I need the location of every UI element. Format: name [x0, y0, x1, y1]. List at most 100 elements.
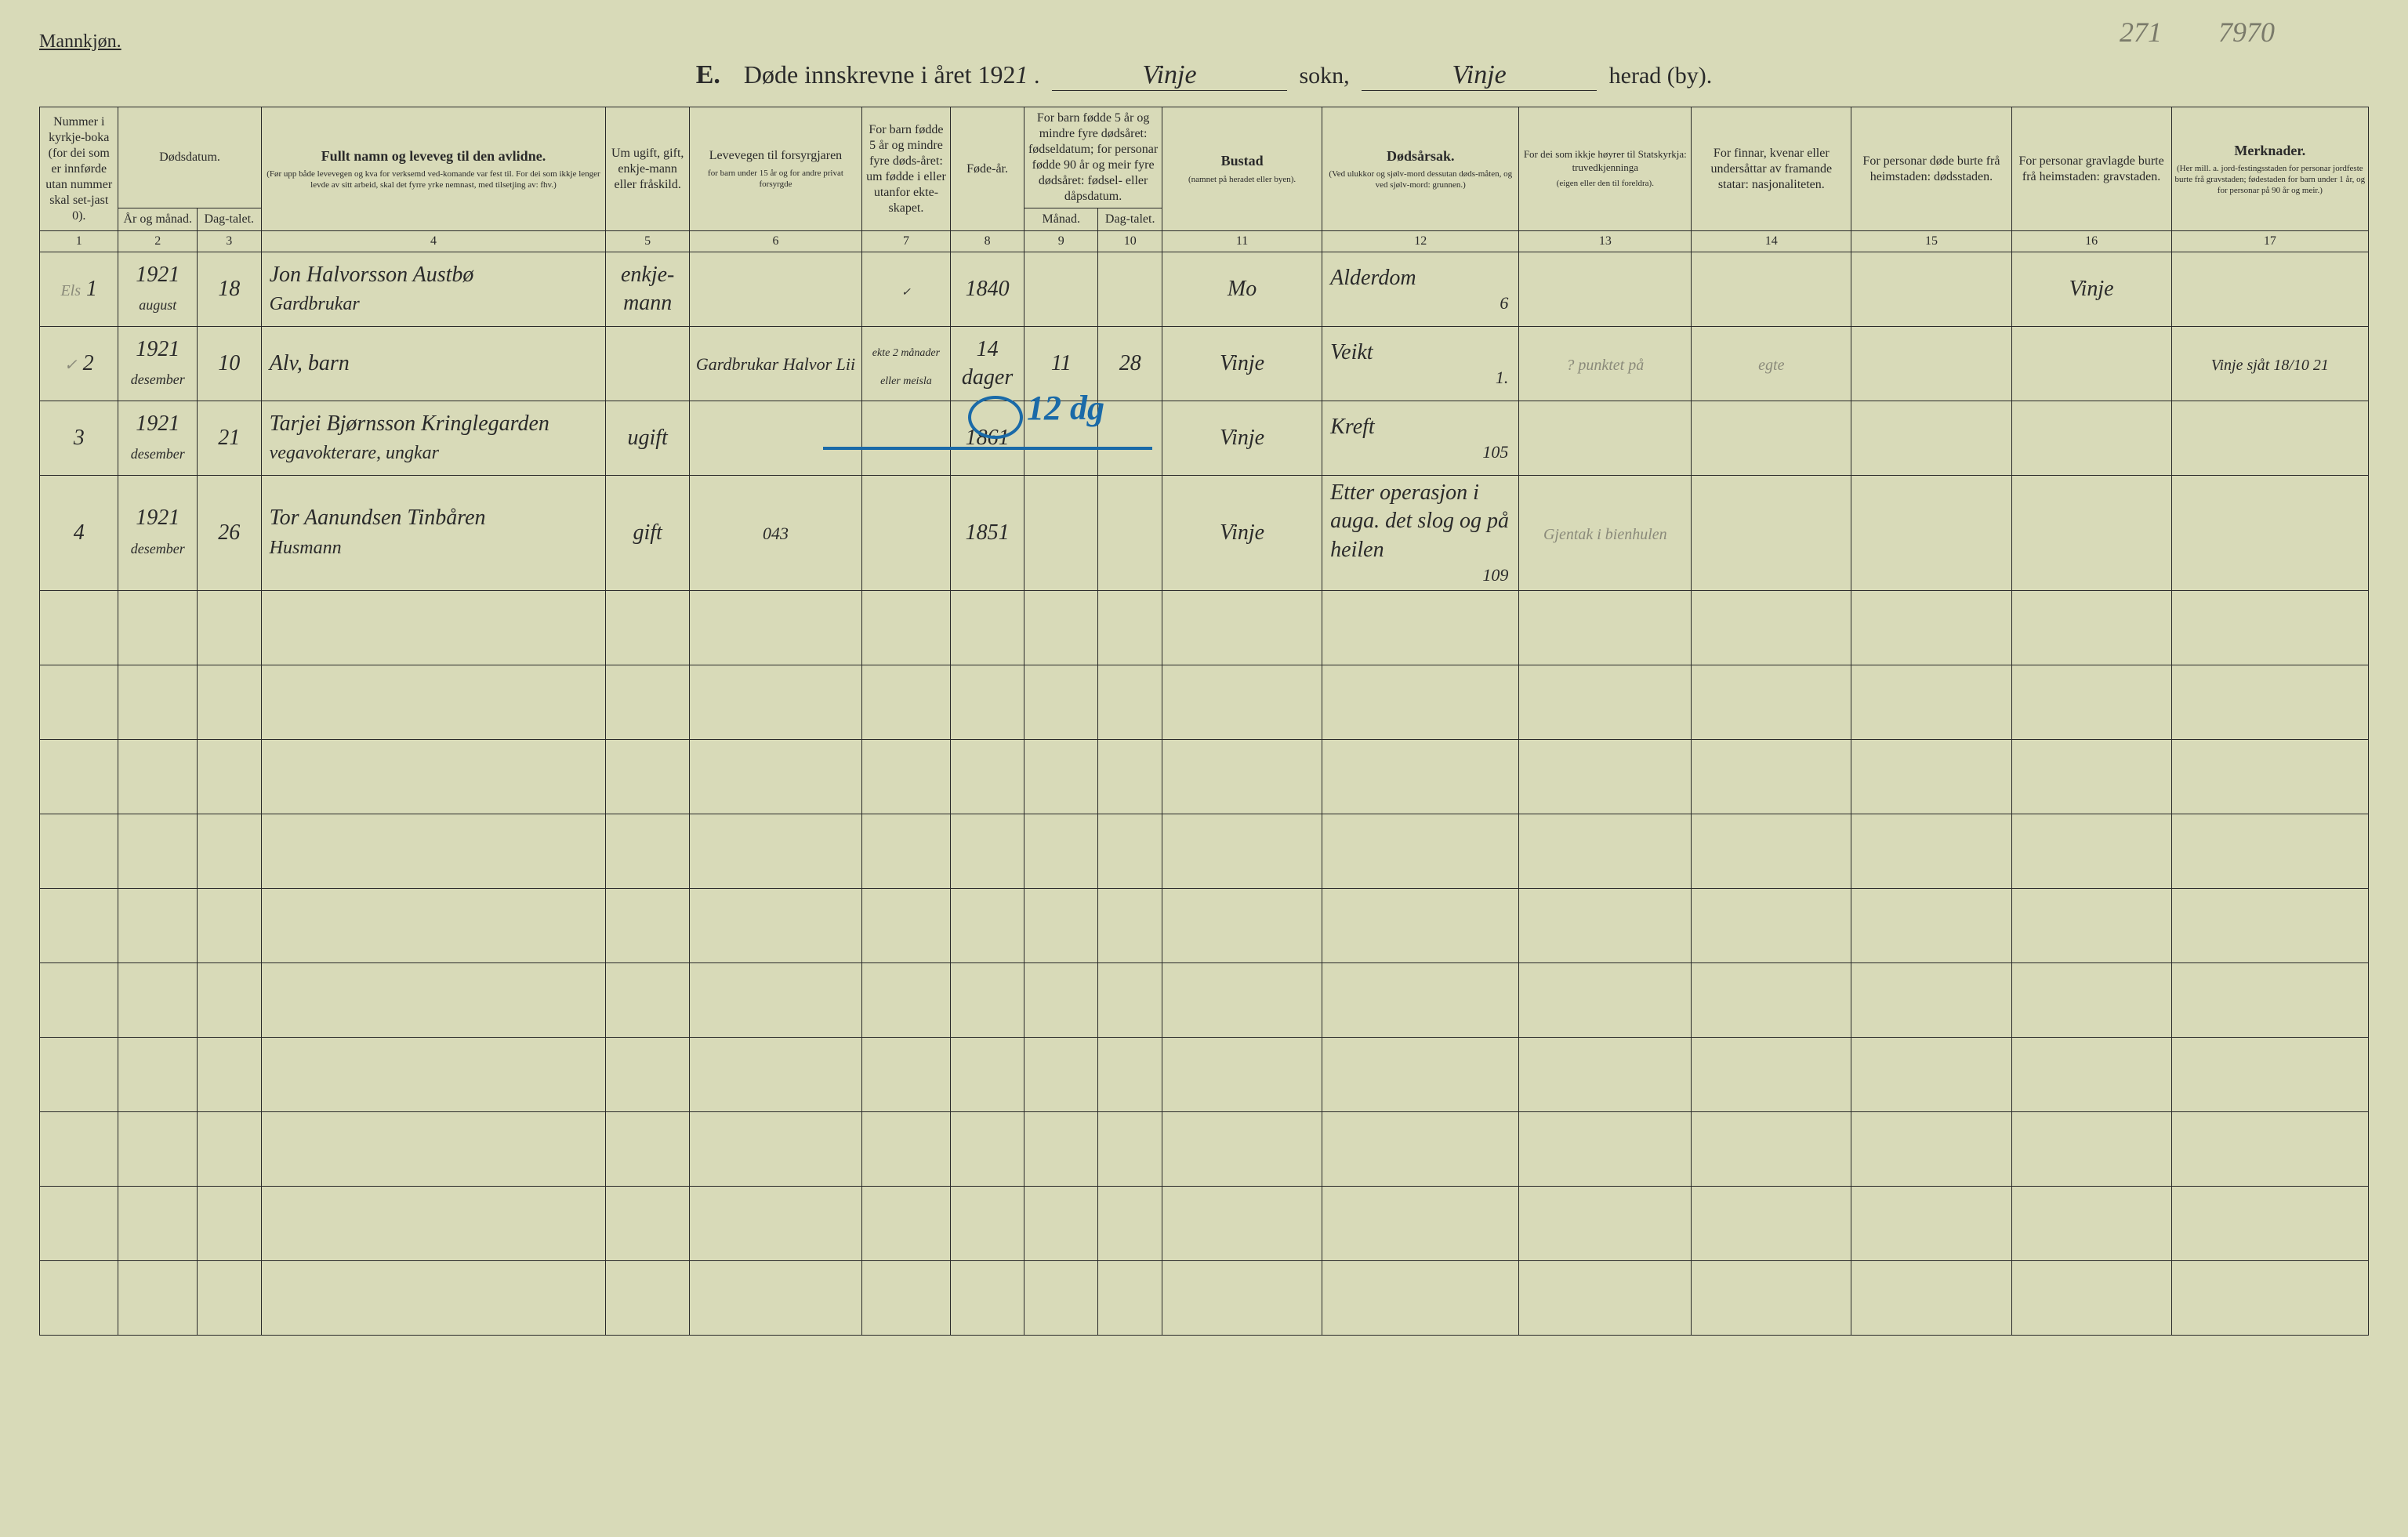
empty-cell [40, 962, 118, 1037]
colnum: 7 [861, 231, 950, 252]
empty-cell [1098, 962, 1162, 1037]
herad-label: herad (by). [1609, 63, 1713, 89]
empty-cell [40, 665, 118, 739]
empty-cell [1162, 888, 1322, 962]
col-11-title: Bustad [1165, 152, 1319, 170]
col-11-sub: (namnet på heradet eller byen). [1165, 175, 1319, 186]
empty-cell [2171, 665, 2368, 739]
empty-cell [1322, 1186, 1519, 1260]
empty-cell [1322, 888, 1519, 962]
cell [1024, 252, 1098, 327]
colnum: 2 [118, 231, 197, 252]
ledger-page: 271 7970 Mannkjøn. E. Døde innskrevne i … [39, 31, 2369, 1506]
empty-cell [606, 962, 690, 1037]
empty-cell [2011, 590, 2171, 665]
sokn-label: sokn, [1299, 63, 1349, 89]
empty-cell [261, 1037, 606, 1111]
cell [2011, 476, 2171, 591]
empty-cell [1098, 665, 1162, 739]
col-1-head: Nummer i kyrkje-boka (for dei som er inn… [40, 107, 118, 231]
empty-cell [1692, 1111, 1851, 1186]
cell: 10 [197, 327, 261, 401]
col-2-3-top: Dødsdatum. [118, 107, 261, 208]
empty-cell [861, 590, 950, 665]
empty-cell [1851, 962, 2011, 1037]
cell [2171, 401, 2368, 476]
empty-cell [950, 1111, 1024, 1186]
empty-cell [606, 739, 690, 814]
empty-cell [2011, 1186, 2171, 1260]
title-line: E. Døde innskrevne i året 1921 . Vinje s… [39, 60, 2369, 91]
cell [2171, 476, 2368, 591]
empty-cell [1162, 1037, 1322, 1111]
empty-cell [1098, 814, 1162, 888]
cell [1024, 476, 1098, 591]
empty-cell [197, 665, 261, 739]
col-17-head: Merknader. (Her mill. a. jord-festingsst… [2171, 107, 2368, 231]
empty-cell [950, 814, 1024, 888]
col-13-title: For dei som ikkje høyrer til Statskyrkja… [1521, 148, 1688, 174]
empty-cell [261, 962, 606, 1037]
empty-cell [861, 739, 950, 814]
empty-cell [1162, 665, 1322, 739]
colnum: 13 [1519, 231, 1692, 252]
empty-cell [1024, 888, 1098, 962]
empty-cell [2011, 1260, 2171, 1335]
empty-cell [2011, 665, 2171, 739]
empty-cell [1162, 1111, 1322, 1186]
cell: 4 [40, 476, 118, 591]
cell: 26 [197, 476, 261, 591]
empty-cell [197, 1111, 261, 1186]
cell: Jon Halvorsson AustbøGardbrukar [261, 252, 606, 327]
colnum: 10 [1098, 231, 1162, 252]
empty-cell [118, 1037, 197, 1111]
col-12-sub: (Ved ulukkor og sjølv-mord dessutan døds… [1325, 169, 1516, 191]
empty-cell [118, 1260, 197, 1335]
cell [1519, 252, 1692, 327]
empty-cell [118, 814, 197, 888]
empty-cell [1851, 1037, 2011, 1111]
empty-cell [1322, 665, 1519, 739]
empty-cell [197, 1260, 261, 1335]
cell: 21 [197, 401, 261, 476]
empty-cell [261, 739, 606, 814]
cell: ugift [606, 401, 690, 476]
empty-cell [261, 888, 606, 962]
empty-cell [950, 1260, 1024, 1335]
empty-cell [40, 888, 118, 962]
empty-row [40, 665, 2369, 739]
cell [2171, 252, 2368, 327]
empty-cell [118, 1111, 197, 1186]
empty-cell [1851, 888, 2011, 962]
empty-cell [606, 888, 690, 962]
empty-row [40, 1037, 2369, 1111]
empty-cell [2171, 888, 2368, 962]
cell: Gardbrukar Halvor Lii [690, 327, 862, 401]
col-10-sub: Dag-talet. [1098, 208, 1162, 231]
blue-underline-annotation [823, 447, 1152, 450]
cell: ✓ 2 [40, 327, 118, 401]
empty-cell [1692, 1260, 1851, 1335]
empty-cell [118, 962, 197, 1037]
table-row: 31921desember21Tarjei Bjørnsson Kringleg… [40, 401, 2369, 476]
empty-cell [2011, 739, 2171, 814]
empty-cell [261, 814, 606, 888]
table-row: ✓ 21921desember10Alv, barnGardbrukar Hal… [40, 327, 2369, 401]
cell: 043 [690, 476, 862, 591]
cell: 1921desember [118, 476, 197, 591]
gender-label: Mannkjøn. [39, 31, 2369, 53]
empty-cell [197, 1037, 261, 1111]
empty-row [40, 1260, 2369, 1335]
empty-cell [2011, 1111, 2171, 1186]
cell [690, 252, 862, 327]
empty-cell [1024, 1186, 1098, 1260]
cell: gift [606, 476, 690, 591]
empty-cell [2171, 962, 2368, 1037]
empty-cell [1322, 1260, 1519, 1335]
empty-cell [1692, 888, 1851, 962]
empty-cell [1162, 962, 1322, 1037]
cell: 1921desember [118, 327, 197, 401]
empty-cell [2011, 814, 2171, 888]
cell [1519, 401, 1692, 476]
empty-cell [1851, 590, 2011, 665]
